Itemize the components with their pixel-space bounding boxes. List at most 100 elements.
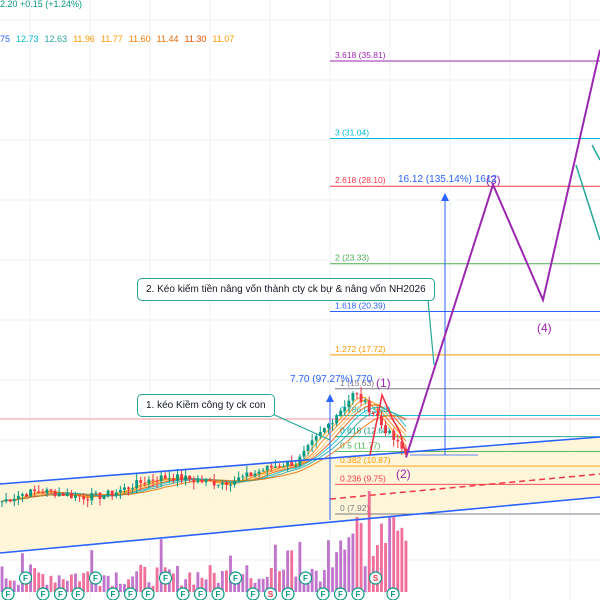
event-marker[interactable] [316,587,330,600]
callout1-pointer [267,411,331,441]
event-marker[interactable] [386,587,400,600]
candle-body [229,484,232,486]
volume-bar [74,573,77,592]
ma-line [1,410,407,502]
volume-bar [286,550,290,592]
volume-bar [392,516,396,592]
volume-bar [98,585,102,592]
volume-bar [278,571,281,592]
volume-bar [114,572,118,592]
wave-projection-line[interactable] [405,49,600,458]
channel-upper-line[interactable] [0,436,600,485]
volume-bar [8,580,12,592]
note1-callout[interactable]: 1. kéo Kiềm công ty ck con [137,394,275,417]
volume-bar [318,581,322,592]
candle-body [21,494,24,496]
volume-bar [127,579,130,592]
candle-body [302,450,306,457]
candle-body [351,393,355,401]
measure1-arrowhead [326,394,334,402]
volume-bar [200,577,204,592]
event-marker[interactable] [106,587,120,600]
fib-label: 3.618 (35.81) [335,50,386,60]
event-marker[interactable] [88,571,103,585]
note2-callout[interactable]: 2. Kéo kiếm tiền nâng vốn thành cty ck b… [137,278,435,301]
price-change-text: 2.20 +0.15 (+1.24%) [0,0,83,9]
candle-body [245,472,249,477]
event-marker[interactable] [53,587,68,600]
volume-bar [33,568,37,592]
event-marker[interactable] [193,587,208,600]
volume-bar [0,566,4,592]
event-marker[interactable] [71,587,85,600]
event-marker[interactable] [18,571,33,585]
event-marker[interactable] [281,587,295,600]
candle-body [102,495,106,500]
event-marker[interactable] [123,587,138,600]
event-marker[interactable] [158,571,173,585]
channel-lower-line[interactable] [0,496,600,554]
wave-3-label: (3) [486,173,501,187]
volume-bar [86,571,90,592]
event-marker[interactable] [333,587,348,600]
volume-bar [78,581,81,592]
volume-bar [57,575,61,592]
volume-bar [212,572,216,592]
candle-body [33,489,37,492]
volume-bar [327,540,330,592]
volume-bar [310,568,314,592]
event-marker[interactable] [176,587,190,600]
bottom-markers: F F F F F F F F F F F F F F F S F F F F F S F [1,571,400,600]
volume-bar [45,584,49,592]
candle-body [331,423,334,425]
fib-label: 1 (15.63) [340,378,374,388]
volume-bar [375,544,379,592]
fib-label: 1.272 (17.72) [335,344,386,354]
event-marker[interactable] [36,587,50,600]
candle-body [363,400,367,403]
wave-1-2-line[interactable] [369,392,407,456]
candle-body [123,487,126,490]
event-marker[interactable] [298,571,313,585]
teal-trend-line[interactable] [575,164,600,241]
candle-body [29,489,33,497]
volume-bar [16,584,20,592]
candle-body [286,461,290,467]
event-marker-label: F [286,590,291,599]
event-marker[interactable] [141,587,155,600]
candle-body [196,479,200,483]
candle-body [184,475,188,481]
event-marker[interactable] [246,587,260,600]
candle-body [343,406,347,411]
fib-label: 3 (31.04) [335,127,369,137]
candle-body [143,483,147,485]
candle-body [318,432,322,437]
volume-bar [404,540,408,592]
event-marker[interactable] [1,587,15,600]
teal-trend-line-2[interactable] [591,144,600,161]
fib-label: 2 (23.33) [335,253,369,263]
volume-bar [155,567,159,592]
ma-value: 12.73 [16,34,39,44]
volume-bar [363,566,367,592]
event-marker[interactable] [263,587,278,600]
event-marker-label: F [198,590,203,599]
ma-value: 11.77 [100,34,123,44]
volume-bar [220,571,224,592]
candle-body [257,471,261,474]
volume-bar [69,574,73,592]
event-marker[interactable] [368,571,383,585]
channel-mid-dashed[interactable] [329,473,600,500]
volume-bar [147,582,151,592]
candle-body [147,479,151,484]
event-marker[interactable] [228,571,243,585]
volume-bar [225,570,228,592]
candle-body [359,394,363,403]
measure2-label: 16.12 (135.14%) 1612 [398,174,497,185]
volume-bar [351,533,355,592]
candle-body [0,501,4,503]
event-marker[interactable] [351,587,365,600]
event-marker[interactable] [211,587,225,600]
ma-values-row: 75 12.73 12.63 11.96 11.77 11.60 11.44 11.30 11.… [0,34,240,44]
